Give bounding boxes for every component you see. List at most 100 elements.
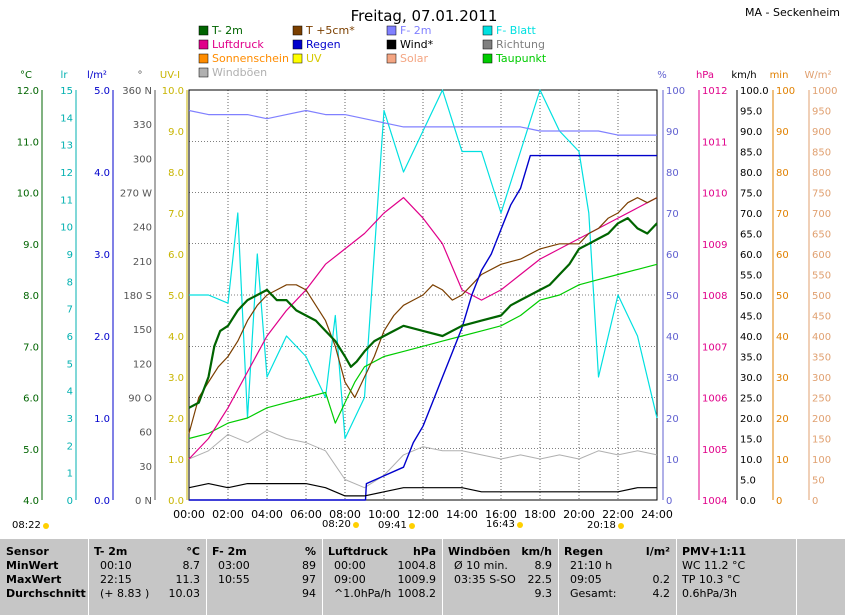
stats-pmv: PMV+1:11 WC 11.2 °C TP 10.3 °C 0.6hPa/3h bbox=[682, 539, 792, 615]
axis-tick-temp: 9.0 bbox=[23, 240, 39, 251]
axis-tick-lux: 2 bbox=[67, 441, 73, 452]
stats-druck-min-time: 00:00 bbox=[334, 559, 366, 572]
stats-f2m-header: F- 2m bbox=[212, 545, 247, 558]
axis-tick-wm2: 550 bbox=[812, 271, 831, 282]
axis-tick-wm2: 600 bbox=[812, 250, 831, 261]
legend-label-windboeen: Windböen bbox=[212, 66, 267, 79]
axis-unit-lux: lr bbox=[61, 70, 69, 81]
axis-tick-wm2: 800 bbox=[812, 168, 831, 179]
axis-tick-wm2: 500 bbox=[812, 291, 831, 302]
axis-tick-kmh: 5.0 bbox=[740, 476, 756, 487]
axis-tick-hum: 0 bbox=[666, 496, 672, 507]
axis-tick-uv: 10.0 bbox=[162, 86, 184, 97]
stats-t2m-avg-val: 10.03 bbox=[168, 587, 201, 600]
plot-area bbox=[188, 89, 658, 501]
axis-tick-temp: 8.0 bbox=[23, 291, 39, 302]
stats-pmv-tp: TP 10.3 °C bbox=[682, 573, 741, 586]
stats-boeen-unit: km/h bbox=[521, 545, 552, 558]
stats-regen: Regen l/m² 21:10 h 09:05 0.2 Gesamt: 4.2 bbox=[564, 539, 672, 615]
stats-t2m-min-val: 8.7 bbox=[182, 559, 201, 572]
axis-tick-uv: 1.0 bbox=[168, 455, 184, 466]
stats-boeen-header: Windböen bbox=[448, 545, 511, 558]
axis-tick-dir: 120 bbox=[133, 359, 152, 370]
legend-label-regen: Regen bbox=[306, 38, 341, 51]
x-tick-label: 12:00 bbox=[407, 508, 439, 521]
axis-tick-rain: 0.0 bbox=[94, 496, 110, 507]
axis-tick-dir: 330 bbox=[133, 120, 152, 131]
axis-tick-dir: 270 W bbox=[120, 189, 152, 200]
axis-tick-kmh: 45.0 bbox=[740, 312, 762, 323]
axis-tick-kmh: 25.0 bbox=[740, 394, 762, 405]
legend-swatch-windboeen bbox=[198, 67, 209, 78]
axis-tick-temp: 5.0 bbox=[23, 445, 39, 456]
axis-tick-kmh: 75.0 bbox=[740, 189, 762, 200]
axis-tick-rain: 4.0 bbox=[94, 168, 110, 179]
axis-tick-dir: 240 bbox=[133, 223, 152, 234]
sun-marker-icon bbox=[618, 523, 624, 529]
stats-t2m-min-time: 00:10 bbox=[100, 559, 132, 572]
axis-tick-kmh: 65.0 bbox=[740, 230, 762, 241]
legend-label-taupunkt: Taupunkt bbox=[495, 52, 547, 65]
axis-tick-lux: 8 bbox=[67, 277, 73, 288]
axis-tick-lux: 4 bbox=[67, 387, 73, 398]
axis-tick-hum: 50 bbox=[666, 291, 679, 302]
stats-regen-total-val: 4.2 bbox=[652, 587, 671, 600]
x-tick-label: 20:00 bbox=[563, 508, 595, 521]
axis-tick-press: 1009 bbox=[702, 240, 727, 251]
sun-marker-label: 08:22 bbox=[12, 520, 41, 531]
legend-label-wind: Wind* bbox=[400, 38, 434, 51]
axis-tick-uv: 6.0 bbox=[168, 250, 184, 261]
axis-tick-min: 0 bbox=[776, 496, 782, 507]
axis-tick-wm2: 400 bbox=[812, 332, 831, 343]
axis-tick-press: 1007 bbox=[702, 342, 727, 353]
chart-title: Freitag, 07.01.2011 bbox=[351, 7, 498, 25]
axis-tick-kmh: 0.0 bbox=[740, 496, 756, 507]
sun-markers: 08:22 08:20 09:41 16:43 20:18 bbox=[12, 519, 624, 531]
axis-tick-kmh: 30.0 bbox=[740, 373, 762, 384]
axis-tick-lux: 6 bbox=[67, 332, 73, 343]
axis-tick-uv: 8.0 bbox=[168, 168, 184, 179]
axis-tick-wm2: 700 bbox=[812, 209, 831, 220]
axis-unit-press: hPa bbox=[696, 70, 714, 81]
stats-boeen-avg-label: Ø 10 min. bbox=[454, 559, 508, 572]
axis-tick-wm2: 900 bbox=[812, 127, 831, 138]
stats-sensor-header: Sensor bbox=[6, 545, 49, 558]
axis-tick-hum: 20 bbox=[666, 414, 679, 425]
axis-unit-min: min bbox=[770, 70, 789, 81]
x-tick-label: 06:00 bbox=[290, 508, 322, 521]
stats-t2m-max-val: 11.3 bbox=[175, 573, 201, 586]
series-line-t2m bbox=[188, 217, 658, 409]
axis-tick-kmh: 50.0 bbox=[740, 291, 762, 302]
axis-tick-min: 80 bbox=[776, 168, 789, 179]
axis-tick-wm2: 750 bbox=[812, 189, 831, 200]
stats-f2m-max-time: 10:55 bbox=[218, 573, 250, 586]
axis-tick-press: 1004 bbox=[702, 496, 727, 507]
sun-marker-icon bbox=[353, 522, 359, 528]
legend-swatch-solar bbox=[386, 53, 397, 64]
axis-tick-hum: 100 bbox=[666, 86, 685, 97]
stats-t2m: T- 2m °C 00:10 8.7 22:15 11.3 (+ 8.83 ) 10.0… bbox=[94, 539, 202, 615]
stats-druck-unit: hPa bbox=[412, 545, 436, 558]
axis-tick-press: 1005 bbox=[702, 445, 727, 456]
legend-swatch-sonnenschein bbox=[198, 53, 209, 64]
axis-tick-wm2: 650 bbox=[812, 230, 831, 241]
x-axis: 00:00 02:00 04:00 06:00 08:00 10:00 12:00 14:00… bbox=[173, 508, 673, 521]
axis-unit-temp: °C bbox=[20, 70, 32, 81]
stats-regen-unit: l/m² bbox=[645, 545, 670, 558]
legend-label-sonnenschein: Sonnenschein bbox=[212, 52, 289, 65]
x-tick-label: 16:00 bbox=[485, 508, 517, 521]
axis-tick-hum: 90 bbox=[666, 127, 679, 138]
axis-tick-kmh: 100.0 bbox=[740, 86, 769, 97]
axis-tick-wm2: 450 bbox=[812, 312, 831, 323]
sun-marker-label: 08:20 bbox=[322, 519, 351, 530]
axis-unit-uv: UV-I bbox=[160, 70, 180, 81]
axis-tick-press: 1012 bbox=[702, 86, 727, 97]
axis-tick-hum: 60 bbox=[666, 250, 679, 261]
axis-tick-kmh: 60.0 bbox=[740, 250, 762, 261]
legend-swatch-f2m bbox=[386, 25, 397, 36]
legend-label-t5cm: T +5cm* bbox=[305, 24, 355, 37]
stats-druck-min-val: 1004.8 bbox=[397, 559, 437, 572]
axis-tick-hum: 10 bbox=[666, 455, 679, 466]
sun-marker-icon bbox=[517, 522, 523, 528]
stats-regen-max-val: 0.2 bbox=[652, 573, 671, 586]
